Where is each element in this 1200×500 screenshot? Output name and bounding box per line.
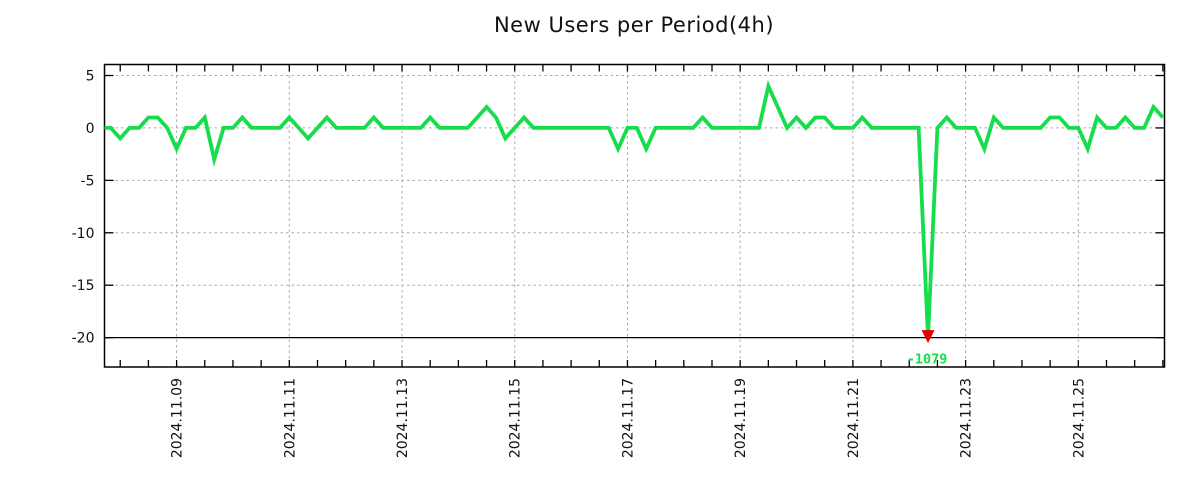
y-tick-label: -20 <box>72 331 95 347</box>
x-tick-label: 2024.11.25 <box>1071 378 1087 458</box>
x-tick-label: 2024.11.23 <box>959 378 975 458</box>
x-tick-label: 2024.11.15 <box>508 378 524 458</box>
data-line <box>104 79 1165 338</box>
x-tick-label: 2024.11.21 <box>846 378 862 458</box>
x-tick-label: 2024.11.13 <box>395 378 411 458</box>
x-tick-label: 2024.11.11 <box>282 378 298 458</box>
y-tick-label: -5 <box>81 173 95 189</box>
min-value-label: -1079 <box>907 352 948 368</box>
plot-border <box>103 63 1166 368</box>
y-tick-label: 5 <box>86 69 95 85</box>
x-tick-label: 2024.11.09 <box>170 378 186 458</box>
y-tick-label: -15 <box>72 278 95 294</box>
y-tick-label: -10 <box>72 226 95 242</box>
x-tick-label: 2024.11.17 <box>620 378 636 458</box>
x-tick-label: 2024.11.19 <box>733 378 749 458</box>
y-tick-label: 0 <box>86 121 95 137</box>
clipped-min-marker-icon <box>921 330 935 344</box>
chart-title: New Users per Period(4h) <box>493 13 775 37</box>
